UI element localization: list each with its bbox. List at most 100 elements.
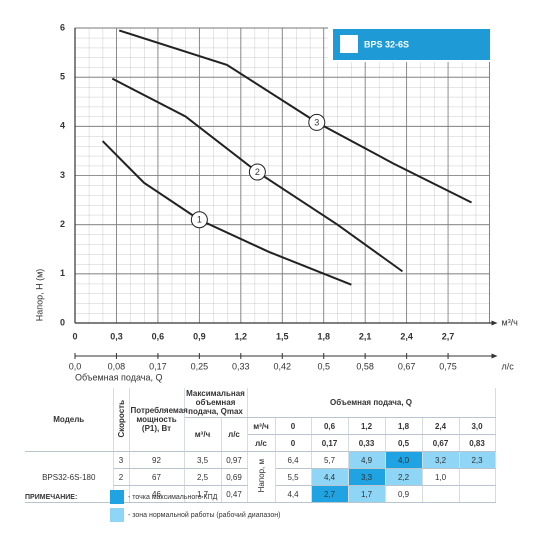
header-cell: Скорость bbox=[113, 388, 130, 452]
x-tick-label: 2,4 bbox=[400, 331, 413, 341]
cell: 0,97 bbox=[221, 451, 248, 469]
header-cell: 1,2 bbox=[348, 417, 386, 435]
cell: 1,7 bbox=[184, 485, 222, 503]
head-label-cell: Напор, м bbox=[247, 451, 276, 503]
x2-tick-label: 0,33 bbox=[232, 361, 250, 371]
curve-label: 3 bbox=[314, 117, 319, 127]
cell: 0,9 bbox=[385, 485, 423, 503]
header-row: м³/ч л/с м³/ч 0 0,6 1,2 1,8 2,4 3,0 bbox=[25, 417, 496, 452]
x2-tick-label: 0,08 bbox=[108, 361, 126, 371]
note-text: - точка максимального КПД bbox=[128, 493, 218, 501]
y-tick-label: 6 bbox=[60, 22, 65, 32]
spec-table: Модель Скорость Потребляемая мощность (P1)… bbox=[25, 388, 496, 503]
y-tick-label: 3 bbox=[60, 170, 65, 180]
header-cell: 0 bbox=[275, 434, 312, 452]
header-cell: м³/ч bbox=[184, 417, 222, 452]
cell: 2,5 bbox=[184, 468, 222, 486]
cell: 0,47 bbox=[221, 485, 248, 503]
data-row: 2 67 2,5 0,69 5,5 4,4 3,3 2,2 1,0 bbox=[25, 468, 496, 486]
curve-label-circle bbox=[190, 211, 208, 229]
header-cell: м³/ч bbox=[247, 417, 276, 435]
header-cell: 0 bbox=[275, 417, 312, 435]
cell: 0,69 bbox=[221, 468, 248, 486]
cell: 1,7 bbox=[348, 485, 386, 503]
chart-title: BPS 32-6S bbox=[364, 39, 409, 49]
cell: 4,4 bbox=[275, 485, 312, 503]
vertical-text: Скорость bbox=[116, 399, 126, 438]
cell: 2,7 bbox=[311, 485, 349, 503]
header-cell: 0,17 bbox=[311, 434, 349, 452]
cell bbox=[422, 485, 460, 503]
header-cell: 3,0 bbox=[459, 417, 496, 435]
header-cell: 0,33 bbox=[348, 434, 386, 452]
x-axis-arrow bbox=[491, 320, 498, 326]
cell: 1,0 bbox=[422, 468, 460, 486]
x2-axis-title: Объемная подача, Q bbox=[75, 372, 162, 382]
x-tick-label: 1,5 bbox=[276, 331, 289, 341]
cell: 2,2 bbox=[385, 468, 423, 486]
header-cell: 1,8 bbox=[385, 417, 423, 435]
cell: 5,7 bbox=[311, 451, 349, 469]
x-axis-label: м³/ч bbox=[502, 317, 519, 327]
cell: 4,9 bbox=[348, 451, 386, 469]
badge-bg bbox=[333, 29, 490, 60]
header-cell: л/с bbox=[247, 434, 276, 452]
y-tick-label: 2 bbox=[60, 219, 65, 229]
x2-axis-label: л/с bbox=[502, 361, 515, 371]
data-row: BPS32-6S-180 3 92 3,5 0,97 Напор, м 6,4 5,7 4,9 4… bbox=[25, 451, 496, 503]
x2-axis-arrow bbox=[491, 353, 498, 359]
header-cell: 0,67 bbox=[422, 434, 460, 452]
note-row: - зона нормальной работы (рабочий диапаз… bbox=[25, 506, 280, 524]
x-tick-label: 2,7 bbox=[442, 331, 455, 341]
cell bbox=[459, 468, 496, 486]
x-tick-label: 0,3 bbox=[110, 331, 123, 341]
curve-label: 1 bbox=[197, 215, 202, 225]
cell bbox=[459, 485, 496, 503]
cell: 2 bbox=[113, 468, 130, 486]
cell: 4,4 bbox=[311, 468, 349, 486]
header-row: л/с 0 0,17 0,33 0,5 0,67 0,83 bbox=[25, 434, 496, 452]
header-cell: Объемная подача, Q bbox=[247, 388, 496, 418]
cell: 6,4 bbox=[275, 451, 312, 469]
badge-square bbox=[340, 35, 358, 53]
cell: 67 bbox=[129, 468, 185, 486]
cell: 3,3 bbox=[348, 468, 386, 486]
header-row: Модель Скорость Потребляемая мощность (P1)… bbox=[25, 388, 496, 452]
table-body: BPS32-6S-180 3 92 3,5 0,97 Напор, м 6,4 5,7 4,9 4… bbox=[25, 451, 496, 503]
x-tick-label: 0 bbox=[72, 331, 77, 341]
y-axis-label: Напор, H (м) bbox=[34, 269, 44, 322]
cell: 3,2 bbox=[422, 451, 460, 469]
x2-tick-label: 0,58 bbox=[356, 361, 374, 371]
cell: 46 bbox=[129, 485, 185, 503]
x2-tick-label: 0,17 bbox=[149, 361, 167, 371]
y-tick-label: 4 bbox=[60, 121, 65, 131]
curve-label-circle bbox=[308, 113, 326, 131]
header-cell: 0,6 bbox=[311, 417, 349, 435]
y-tick-label: 1 bbox=[60, 268, 65, 278]
curve-label: 2 bbox=[255, 167, 260, 177]
table-head: Модель Скорость Потребляемая мощность (P1)… bbox=[25, 388, 496, 452]
x2-tick-label: 0,0 bbox=[69, 361, 82, 371]
header-cell: Максимальная объемная подача, Qmax bbox=[184, 388, 248, 418]
note-swatch bbox=[110, 508, 124, 522]
curve-label-circle bbox=[248, 163, 266, 181]
y-tick-label: 0 bbox=[60, 317, 65, 327]
cell: 3 bbox=[113, 451, 130, 469]
header-cell: 0,83 bbox=[459, 434, 496, 452]
note-text: - зона нормальной работы (рабочий диапаз… bbox=[128, 511, 281, 519]
chart: 0 1 2 3 4 5 6 0 0,3 0,6 0,9 1,2 1,5 1,8 2,1 2,4 2,7 м³/ч 0… bbox=[34, 22, 519, 382]
header-cell: 2,4 bbox=[422, 417, 460, 435]
x-tick-label: 2,1 bbox=[359, 331, 372, 341]
note-row: ПРИМЕЧАНИЕ: - точка максимального КПД bbox=[25, 488, 280, 506]
cell: 4,0 bbox=[385, 451, 423, 469]
y-tick-label: 5 bbox=[60, 72, 65, 82]
header-cell: Потребляемая мощность (P1), Вт bbox=[129, 388, 188, 452]
x2-tick-label: 0,25 bbox=[191, 361, 209, 371]
x-tick-label: 1,2 bbox=[235, 331, 248, 341]
x-tick-label: 1,8 bbox=[317, 331, 330, 341]
cell: 5,5 bbox=[275, 468, 312, 486]
note-swatch bbox=[110, 490, 124, 504]
cell: 3,5 bbox=[184, 451, 222, 469]
x-tick-label: 0,9 bbox=[193, 331, 206, 341]
